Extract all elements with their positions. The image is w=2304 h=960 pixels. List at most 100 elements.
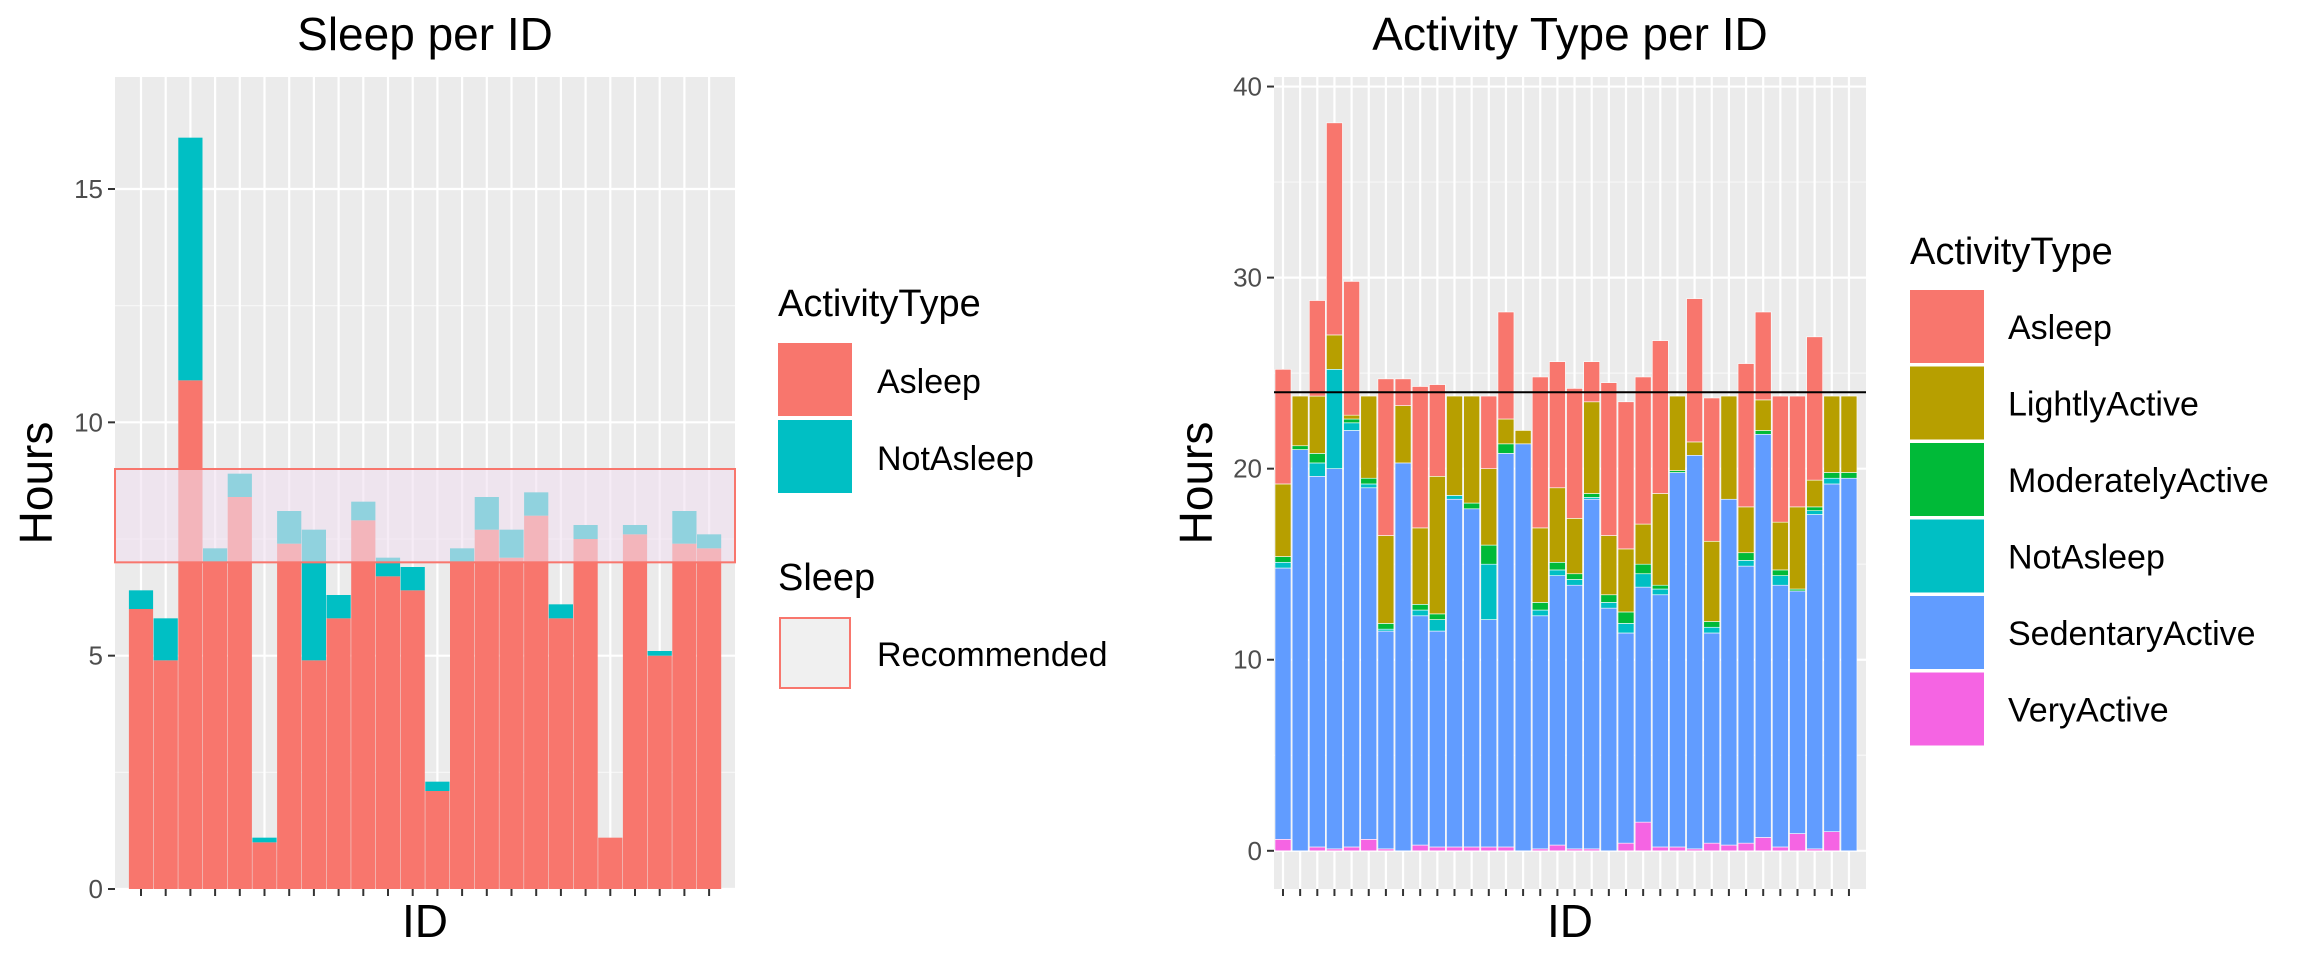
legend-label-very-active: VeryActive <box>2008 692 2169 730</box>
bar-very-active <box>1652 846 1669 852</box>
bar-sedentary-active <box>1720 498 1738 846</box>
bar-sedentary-active <box>1429 630 1446 848</box>
legend-swatch-asleep <box>1910 290 1984 363</box>
bar-sedentary-active <box>1737 565 1755 844</box>
bar-not-asleep <box>425 781 450 791</box>
legend-swatch-notasleep <box>778 420 852 493</box>
bar-not-asleep <box>252 837 277 843</box>
bar-asleep <box>301 660 326 889</box>
bar-asleep <box>499 557 524 889</box>
bar-sedentary-active <box>1652 594 1669 848</box>
bar-asleep <box>598 837 623 889</box>
bar-sedentary-active <box>1840 477 1858 852</box>
bar-not-asleep <box>1343 422 1360 431</box>
bar-sedentary-active <box>1531 615 1549 850</box>
bar-moderately-active <box>1463 502 1480 510</box>
legend-swatch-lightly-active <box>1910 366 1984 440</box>
chart-title: Sleep per ID <box>297 8 553 60</box>
bar-sedentary-active <box>1806 514 1823 850</box>
bar-moderately-active <box>1840 472 1858 479</box>
bar-asleep <box>1686 298 1703 443</box>
bar-sedentary-active <box>1514 443 1532 852</box>
bar-moderately-active <box>1600 594 1618 603</box>
bar-asleep <box>450 562 475 889</box>
bar-asleep <box>1789 395 1806 508</box>
bar-moderately-active <box>1549 561 1566 571</box>
legend-swatch-moderately-active <box>1910 443 1984 516</box>
bar-asleep <box>1772 395 1789 523</box>
y-tick-label: 0 <box>1248 836 1262 866</box>
bar-asleep <box>1531 376 1549 529</box>
bar-moderately-active <box>1754 430 1772 435</box>
bar-not-asleep <box>647 651 672 656</box>
bar-lightly-active <box>1600 535 1618 596</box>
legend-label-lightly-active: LightlyActive <box>2008 386 2199 424</box>
bar-asleep <box>1806 336 1823 481</box>
bar-asleep <box>1634 376 1652 525</box>
bar-asleep <box>1343 281 1360 416</box>
bar-asleep <box>1274 369 1292 485</box>
bar-very-active <box>1429 846 1446 852</box>
bar-moderately-active <box>1634 563 1652 575</box>
chart-title: Activity Type per ID <box>1372 8 1767 60</box>
bar-sedentary-active <box>1326 468 1343 850</box>
bar-moderately-active <box>1617 611 1635 624</box>
bar-very-active <box>1446 846 1463 852</box>
bar-lightly-active <box>1480 468 1498 546</box>
bar-very-active <box>1309 846 1326 852</box>
bar-lightly-active <box>1394 405 1412 464</box>
x-axis-title: ID <box>402 895 448 947</box>
bar-very-active <box>1411 844 1429 852</box>
bar-asleep <box>474 529 499 889</box>
bar-asleep <box>351 520 376 889</box>
bar-asleep <box>524 515 549 889</box>
bar-sedentary-active <box>1823 483 1841 832</box>
bar-asleep <box>277 543 302 889</box>
bar-moderately-active <box>1497 443 1515 454</box>
bar-sedentary-active <box>1274 567 1292 840</box>
bar-asleep <box>128 609 154 889</box>
legend-title: ActivityType <box>778 283 981 325</box>
legend-swatch-not-asleep <box>1910 519 1984 593</box>
bar-not-asleep <box>1480 563 1498 620</box>
y-tick-label: 5 <box>89 641 103 671</box>
bar-very-active <box>1634 821 1652 852</box>
bar-sedentary-active <box>1497 453 1515 848</box>
bar-not-asleep <box>1360 483 1378 489</box>
bar-very-active <box>1480 846 1498 852</box>
bar-asleep <box>203 562 228 889</box>
bar-sedentary-active <box>1789 590 1806 834</box>
bar-very-active <box>1274 839 1292 852</box>
bar-moderately-active <box>1703 621 1721 628</box>
bar-very-active <box>1669 846 1686 852</box>
bar-asleep <box>1566 388 1583 519</box>
legend-label-asleep: Asleep <box>877 363 981 401</box>
legend-swatch-sedentary-active <box>1910 596 1984 669</box>
x-axis-title: ID <box>1547 895 1593 947</box>
bar-asleep <box>622 534 648 889</box>
bar-not-asleep <box>400 567 425 591</box>
bar-asleep <box>178 380 203 889</box>
bar-lightly-active <box>1343 414 1360 420</box>
legend-label-moderately-active: ModeratelyActive <box>2008 462 2269 500</box>
bar-lightly-active <box>1446 395 1463 496</box>
bar-not-asleep <box>1566 579 1583 586</box>
bar-sedentary-active <box>1583 498 1600 850</box>
y-axis: 0 5 10 15 <box>74 174 115 904</box>
bar-very-active <box>1343 846 1360 852</box>
bar-asleep <box>697 548 722 889</box>
bar-sedentary-active <box>1566 584 1583 850</box>
bar-moderately-active <box>1772 569 1789 576</box>
bar-lightly-active <box>1754 399 1772 431</box>
legend-label-asleep: Asleep <box>2008 309 2112 347</box>
bar-moderately-active <box>1652 584 1669 590</box>
y-axis: 0 10 20 30 40 <box>1233 72 1274 866</box>
bar-moderately-active <box>1377 623 1395 630</box>
bar-lightly-active <box>1291 395 1309 447</box>
bar-sedentary-active <box>1703 632 1721 844</box>
y-tick-label: 10 <box>1233 645 1262 675</box>
bar-not-asleep <box>128 590 154 609</box>
bar-lightly-active <box>1274 483 1292 557</box>
bar-sedentary-active <box>1291 449 1309 852</box>
